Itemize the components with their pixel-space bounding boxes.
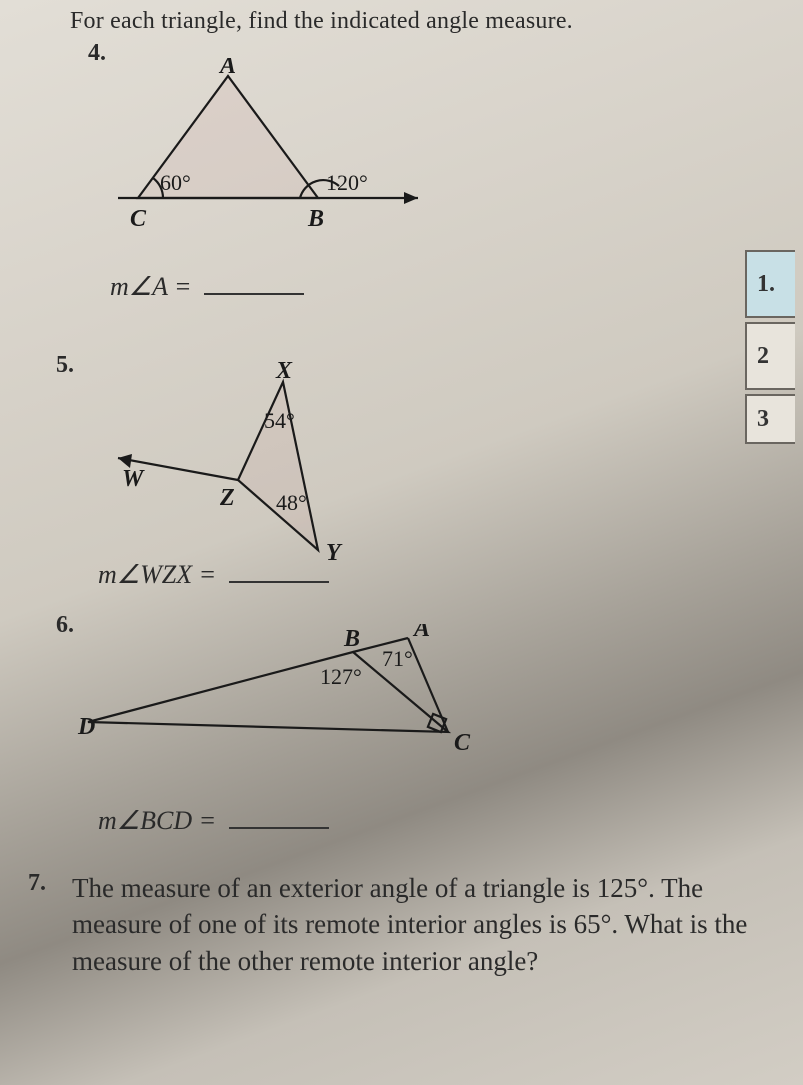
problem-4-equation: m∠A = xyxy=(110,272,304,302)
vertex-W-label: W xyxy=(122,466,145,492)
vertex-D-label: D xyxy=(77,714,95,740)
eq-angle: BCD xyxy=(140,806,192,835)
triangle-5-diagram: X Y Z W 54° 48° xyxy=(108,360,388,580)
angle-B-value: 127° xyxy=(320,664,362,689)
eq-prefix: m xyxy=(110,272,129,301)
triangle-6-diagram: D B A C 127° 71° xyxy=(68,624,528,764)
angle-A-value: 71° xyxy=(382,646,413,671)
tab-1: 1. xyxy=(745,250,795,318)
vertex-B-label: B xyxy=(343,626,360,652)
eq-angle: A xyxy=(152,272,167,301)
problem-7-text: The measure of an exterior angle of a tr… xyxy=(72,870,748,979)
answer-blank-4 xyxy=(204,275,304,295)
angle-Y-value: 48° xyxy=(276,490,307,515)
problem-7-number: 7. xyxy=(28,870,46,897)
eq-suffix: = xyxy=(192,806,216,835)
instruction-text: For each triangle, find the indicated an… xyxy=(70,8,573,35)
tab-2: 2 xyxy=(745,322,795,390)
problem-6-equation: m∠BCD = xyxy=(98,806,329,836)
ext-angle-B-value: 120° xyxy=(326,170,368,195)
side-tabs: 1. 2 3 xyxy=(745,250,803,448)
vertex-A-label: A xyxy=(218,58,236,79)
problem-7: 7. The measure of an exterior angle of a… xyxy=(28,870,748,979)
eq-angle: WZX xyxy=(140,560,192,589)
triangle-4-diagram: A C B 60° 120° xyxy=(108,58,428,238)
vertex-X-label: X xyxy=(275,360,293,384)
vertex-C-label: C xyxy=(454,730,471,756)
eq-prefix: m xyxy=(98,806,117,835)
vertex-B-label: B xyxy=(307,206,324,232)
tab-3: 3 xyxy=(745,394,795,444)
answer-blank-6 xyxy=(229,809,329,829)
vertex-Z-label: Z xyxy=(219,485,235,511)
eq-suffix: = xyxy=(168,272,192,301)
angle-C-value: 60° xyxy=(160,170,191,195)
worksheet-page: For each triangle, find the indicated an… xyxy=(28,0,748,1085)
vertex-C-label: C xyxy=(130,206,147,232)
angle-symbol-icon: ∠ xyxy=(129,272,152,301)
eq-prefix: m xyxy=(98,560,117,589)
answer-blank-5 xyxy=(229,563,329,583)
problem-4-number: 4. xyxy=(88,40,106,67)
angle-symbol-icon: ∠ xyxy=(117,560,140,589)
angle-symbol-icon: ∠ xyxy=(117,806,140,835)
problem-5-number: 5. xyxy=(56,352,74,379)
angle-X-value: 54° xyxy=(264,408,295,433)
vertex-A-label: A xyxy=(412,624,430,642)
problem-5-equation: m∠WZX = xyxy=(98,560,329,590)
eq-suffix: = xyxy=(192,560,216,589)
